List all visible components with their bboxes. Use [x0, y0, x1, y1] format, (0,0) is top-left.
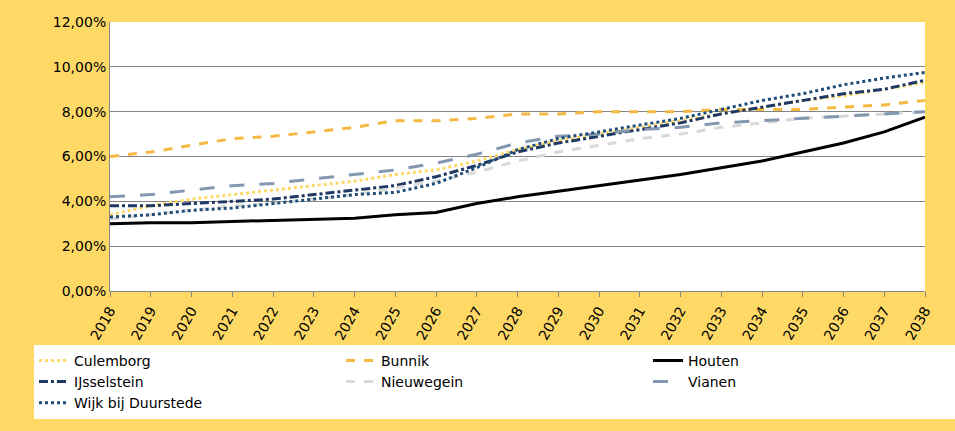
svg-text:2029: 2029: [535, 304, 567, 343]
svg-text:2030: 2030: [576, 304, 608, 343]
svg-text:8,00%: 8,00%: [62, 104, 106, 120]
svg-text:2038: 2038: [902, 304, 934, 343]
svg-text:2036: 2036: [820, 304, 852, 343]
svg-text:2,00%: 2,00%: [62, 238, 106, 254]
svg-text:2021: 2021: [209, 304, 241, 343]
svg-text:2023: 2023: [291, 304, 323, 343]
svg-text:2031: 2031: [617, 304, 649, 343]
svg-text:2022: 2022: [250, 304, 282, 343]
svg-text:4,00%: 4,00%: [62, 193, 106, 209]
svg-text:2020: 2020: [168, 304, 200, 343]
svg-text:2033: 2033: [698, 304, 730, 343]
svg-text:IJsselstein: IJsselstein: [74, 374, 144, 390]
svg-text:2018: 2018: [87, 304, 119, 343]
svg-text:Wijk bij Duurstede: Wijk bij Duurstede: [74, 395, 202, 411]
svg-text:2025: 2025: [372, 304, 404, 343]
svg-text:Vianen: Vianen: [688, 374, 736, 390]
svg-text:Culemborg: Culemborg: [74, 353, 151, 369]
svg-text:2028: 2028: [494, 304, 526, 343]
svg-text:2019: 2019: [128, 304, 160, 343]
svg-text:Bunnik: Bunnik: [381, 353, 430, 369]
svg-text:2026: 2026: [413, 304, 445, 343]
svg-text:2034: 2034: [739, 304, 771, 343]
svg-text:Houten: Houten: [688, 353, 739, 369]
svg-text:2037: 2037: [861, 304, 893, 343]
svg-text:12,00%: 12,00%: [53, 14, 106, 30]
svg-text:2032: 2032: [657, 304, 689, 343]
svg-text:10,00%: 10,00%: [53, 59, 106, 75]
svg-text:6,00%: 6,00%: [62, 148, 106, 164]
svg-text:2027: 2027: [454, 304, 486, 343]
svg-text:2024: 2024: [331, 304, 363, 343]
svg-text:Nieuwegein: Nieuwegein: [381, 374, 463, 390]
svg-text:2035: 2035: [780, 304, 812, 343]
svg-text:0,00%: 0,00%: [62, 283, 106, 299]
